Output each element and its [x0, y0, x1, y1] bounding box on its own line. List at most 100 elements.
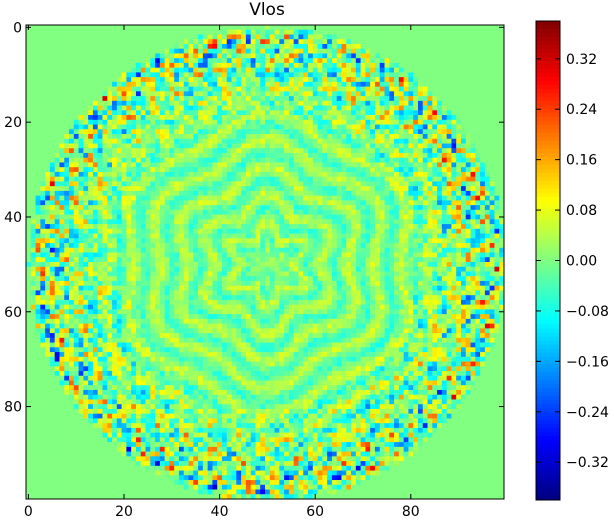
heatmap-cell: [269, 58, 275, 64]
heatmap-cell: [422, 86, 428, 92]
heatmap-cell: [126, 62, 132, 69]
heatmap-cell: [107, 200, 113, 206]
heatmap-cell: [365, 115, 371, 121]
heatmap-cell: [145, 138, 151, 144]
heatmap-cell: [241, 200, 247, 206]
heatmap-cell: [308, 190, 314, 196]
heatmap-cell: [198, 257, 204, 263]
heatmap-cell: [288, 257, 295, 263]
heatmap-cell: [26, 77, 32, 83]
heatmap-cell: [236, 195, 242, 201]
heatmap-cell: [183, 100, 189, 106]
heatmap-cell: [226, 48, 232, 54]
heatmap-cell: [322, 228, 328, 234]
heatmap-cell: [408, 48, 414, 54]
heatmap-cell: [288, 124, 295, 130]
heatmap-cell: [241, 190, 247, 196]
heatmap-cell: [250, 91, 256, 97]
heatmap-cell: [231, 148, 237, 154]
heatmap-cell: [346, 134, 352, 140]
heatmap-cell: [121, 195, 127, 201]
heatmap-cell: [183, 233, 189, 239]
heatmap-cell: [480, 43, 486, 50]
heatmap-cell: [59, 62, 65, 69]
heatmap-cell: [365, 72, 371, 78]
heatmap-cell: [494, 138, 500, 144]
heatmap-cell: [284, 134, 290, 140]
heatmap-cell: [245, 96, 252, 102]
heatmap-cell: [131, 214, 137, 220]
heatmap-cell: [30, 243, 36, 249]
heatmap-cell: [26, 181, 32, 187]
heatmap-cell: [164, 91, 170, 97]
heatmap-cell: [49, 247, 56, 253]
heatmap-cell: [169, 243, 175, 249]
heatmap-cell: [236, 86, 242, 92]
heatmap-cell: [327, 224, 333, 230]
heatmap-cell: [379, 77, 385, 83]
heatmap-cell: [245, 134, 252, 140]
heatmap-cell: [64, 77, 70, 83]
heatmap-cell: [341, 119, 347, 125]
heatmap-cell: [159, 67, 165, 73]
heatmap-cell: [159, 58, 165, 64]
heatmap-cell: [284, 162, 290, 168]
heatmap-cell: [403, 243, 409, 249]
heatmap-cell: [331, 162, 338, 168]
heatmap-cell: [188, 105, 194, 111]
heatmap-cell: [341, 200, 347, 206]
heatmap-cell: [112, 119, 118, 125]
heatmap-cell: [40, 152, 46, 159]
heatmap-cell: [155, 200, 161, 206]
heatmap-cell: [460, 62, 467, 69]
heatmap-cell: [178, 129, 185, 135]
heatmap-cell: [241, 115, 247, 121]
heatmap-cell: [69, 176, 75, 182]
heatmap-cell: [169, 53, 175, 59]
heatmap-cell: [245, 115, 252, 121]
heatmap-cell: [107, 243, 113, 249]
heatmap-cell: [135, 228, 142, 234]
heatmap-cell: [437, 157, 443, 163]
heatmap-cell: [255, 233, 261, 239]
heatmap-cell: [140, 25, 146, 31]
heatmap-cell: [164, 190, 170, 196]
heatmap-cell: [346, 53, 352, 59]
heatmap-cell: [88, 176, 94, 182]
heatmap-cell: [193, 176, 199, 182]
heatmap-cell: [45, 115, 51, 121]
heatmap-cell: [389, 48, 395, 54]
heatmap-cell: [303, 91, 309, 97]
heatmap-cell: [126, 247, 132, 253]
heatmap-cell: [183, 134, 189, 140]
heatmap-cell: [255, 247, 261, 253]
heatmap-cell: [293, 34, 299, 40]
heatmap-cell: [188, 257, 194, 263]
heatmap-cell: [265, 157, 271, 163]
heatmap-cell: [379, 257, 385, 263]
heatmap-cell: [322, 167, 328, 173]
heatmap-cell: [112, 58, 118, 64]
heatmap-cell: [202, 124, 208, 130]
heatmap-cell: [456, 43, 462, 50]
heatmap-cell: [499, 96, 505, 102]
heatmap-cell: [274, 148, 280, 154]
heatmap-cell: [64, 162, 70, 168]
heatmap-cell: [174, 243, 180, 249]
heatmap-cell: [413, 143, 419, 149]
heatmap-cell: [422, 214, 428, 220]
heatmap-cell: [475, 39, 481, 45]
heatmap-cell: [121, 67, 127, 73]
heatmap-cell: [121, 205, 127, 211]
heatmap-cell: [398, 219, 404, 225]
heatmap-cell: [298, 167, 304, 173]
heatmap-cell: [78, 205, 84, 211]
heatmap-cell: [365, 181, 371, 187]
heatmap-cell: [441, 119, 447, 125]
heatmap-cell: [360, 167, 366, 173]
heatmap-cell: [164, 105, 170, 111]
heatmap-cell: [351, 53, 357, 59]
heatmap-cell: [183, 186, 189, 192]
heatmap-cell: [88, 96, 94, 102]
heatmap-cell: [308, 77, 314, 83]
